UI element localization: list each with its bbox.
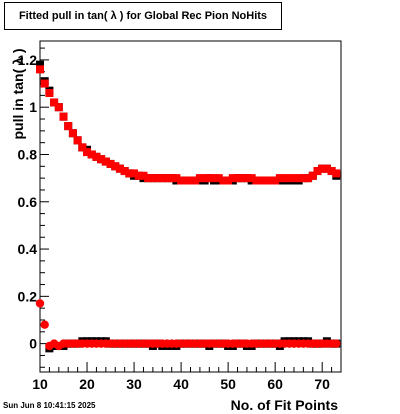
data-point-series-2 bbox=[153, 174, 162, 183]
data-point-series-2 bbox=[68, 129, 77, 138]
data-point-series-2 bbox=[285, 174, 294, 183]
data-point-series-2 bbox=[318, 164, 327, 173]
data-point-series-2 bbox=[313, 167, 322, 176]
data-point-series-2 bbox=[205, 174, 214, 183]
data-point-series-2 bbox=[50, 98, 59, 107]
data-point-series-4 bbox=[40, 320, 49, 329]
data-point-series-2 bbox=[289, 174, 298, 183]
data-point-series-2 bbox=[294, 174, 303, 183]
data-point-series-2 bbox=[101, 157, 110, 166]
data-point-series-2 bbox=[233, 174, 242, 183]
data-point-series-2 bbox=[191, 176, 200, 185]
data-point-series-2 bbox=[162, 174, 171, 183]
data-point-series-1 bbox=[36, 60, 44, 69]
data-point-series-4 bbox=[332, 339, 341, 348]
data-point-series-2 bbox=[252, 176, 261, 185]
x-tick-label: 10 bbox=[32, 376, 48, 392]
data-point-series-2 bbox=[219, 176, 228, 185]
data-point-series-2 bbox=[332, 169, 341, 178]
data-point-series-2 bbox=[327, 167, 336, 176]
data-marks bbox=[35, 60, 341, 353]
plot-frame bbox=[39, 40, 342, 373]
data-point-series-2 bbox=[83, 148, 92, 157]
data-point-series-2 bbox=[40, 79, 49, 88]
data-point-series-2 bbox=[308, 171, 317, 180]
y-tick-label: 0.8 bbox=[18, 146, 38, 162]
datestamp: Sun Jun 8 10:41:15 2025 bbox=[3, 401, 96, 410]
x-tick-label: 70 bbox=[314, 376, 330, 392]
data-point-series-2 bbox=[167, 174, 176, 183]
data-point-series-2 bbox=[177, 176, 186, 185]
data-point-series-2 bbox=[45, 89, 54, 98]
data-point-series-2 bbox=[224, 176, 233, 185]
data-point-series-2 bbox=[266, 176, 275, 185]
y-axis-label: pull in tan( λ ) bbox=[10, 48, 26, 140]
data-point-series-2 bbox=[304, 174, 313, 183]
data-point-series-2 bbox=[78, 143, 87, 152]
x-tick-label: 40 bbox=[173, 376, 189, 392]
y-tick-label: 0 bbox=[29, 336, 37, 352]
data-point-series-2 bbox=[271, 176, 280, 185]
x-tick-label: 30 bbox=[126, 376, 142, 392]
data-point-series-2 bbox=[210, 174, 219, 183]
data-point-series-2 bbox=[322, 164, 331, 173]
data-point-series-2 bbox=[228, 174, 237, 183]
data-point-series-2 bbox=[186, 176, 195, 185]
x-tick-label: 60 bbox=[267, 376, 283, 392]
data-point-series-2 bbox=[59, 112, 68, 121]
data-point-series-2 bbox=[247, 174, 256, 183]
y-tick-label: 0.6 bbox=[18, 194, 38, 210]
data-point-series-2 bbox=[73, 136, 82, 145]
data-point-series-2 bbox=[106, 159, 115, 168]
data-point-series-2 bbox=[64, 122, 73, 131]
data-point-series-2 bbox=[97, 155, 106, 164]
data-point-series-2 bbox=[144, 174, 153, 183]
data-point-series-2 bbox=[130, 169, 139, 178]
data-point-series-2 bbox=[87, 150, 96, 159]
data-point-series-2 bbox=[172, 174, 181, 183]
data-point-series-2 bbox=[139, 171, 148, 180]
data-point-series-2 bbox=[92, 152, 101, 161]
y-tick-label: 1.2 bbox=[18, 52, 38, 68]
x-axis-label: No. of Fit Points bbox=[230, 397, 338, 413]
y-tick-label: 1 bbox=[29, 99, 37, 115]
data-point-series-2 bbox=[36, 65, 44, 74]
data-point-series-2 bbox=[195, 174, 204, 183]
data-point-series-2 bbox=[238, 174, 247, 183]
data-point-series-2 bbox=[280, 174, 289, 183]
data-point-series-2 bbox=[158, 174, 167, 183]
data-point-series-2 bbox=[242, 174, 251, 183]
data-point-series-2 bbox=[257, 176, 266, 185]
data-point-series-2 bbox=[148, 174, 157, 183]
y-tick-label: 0.4 bbox=[18, 241, 38, 257]
data-point-series-2 bbox=[261, 176, 270, 185]
y-tick-label: 0.2 bbox=[18, 288, 38, 304]
data-point-series-2 bbox=[115, 164, 124, 173]
data-point-series-2 bbox=[125, 169, 134, 178]
data-point-series-2 bbox=[111, 162, 120, 171]
data-point-series-2 bbox=[214, 174, 223, 183]
data-point-series-2 bbox=[54, 103, 63, 112]
data-point-series-2 bbox=[120, 167, 129, 176]
data-point-series-2 bbox=[134, 171, 143, 180]
data-point-series-2 bbox=[181, 176, 190, 185]
x-tick-label: 50 bbox=[220, 376, 236, 392]
axes: 10 20 30 40 50 60 70 0 0.2 0.4 0.6 0.8 1 1.2 bbox=[18, 47, 342, 392]
data-point-series-2 bbox=[275, 174, 284, 183]
chart-title: Fitted pull in tan( λ ) for Global Rec P… bbox=[4, 2, 282, 30]
x-tick-label: 20 bbox=[79, 376, 95, 392]
data-point-series-2 bbox=[200, 174, 209, 183]
data-point-series-4 bbox=[35, 299, 45, 308]
data-point-series-2 bbox=[299, 174, 308, 183]
